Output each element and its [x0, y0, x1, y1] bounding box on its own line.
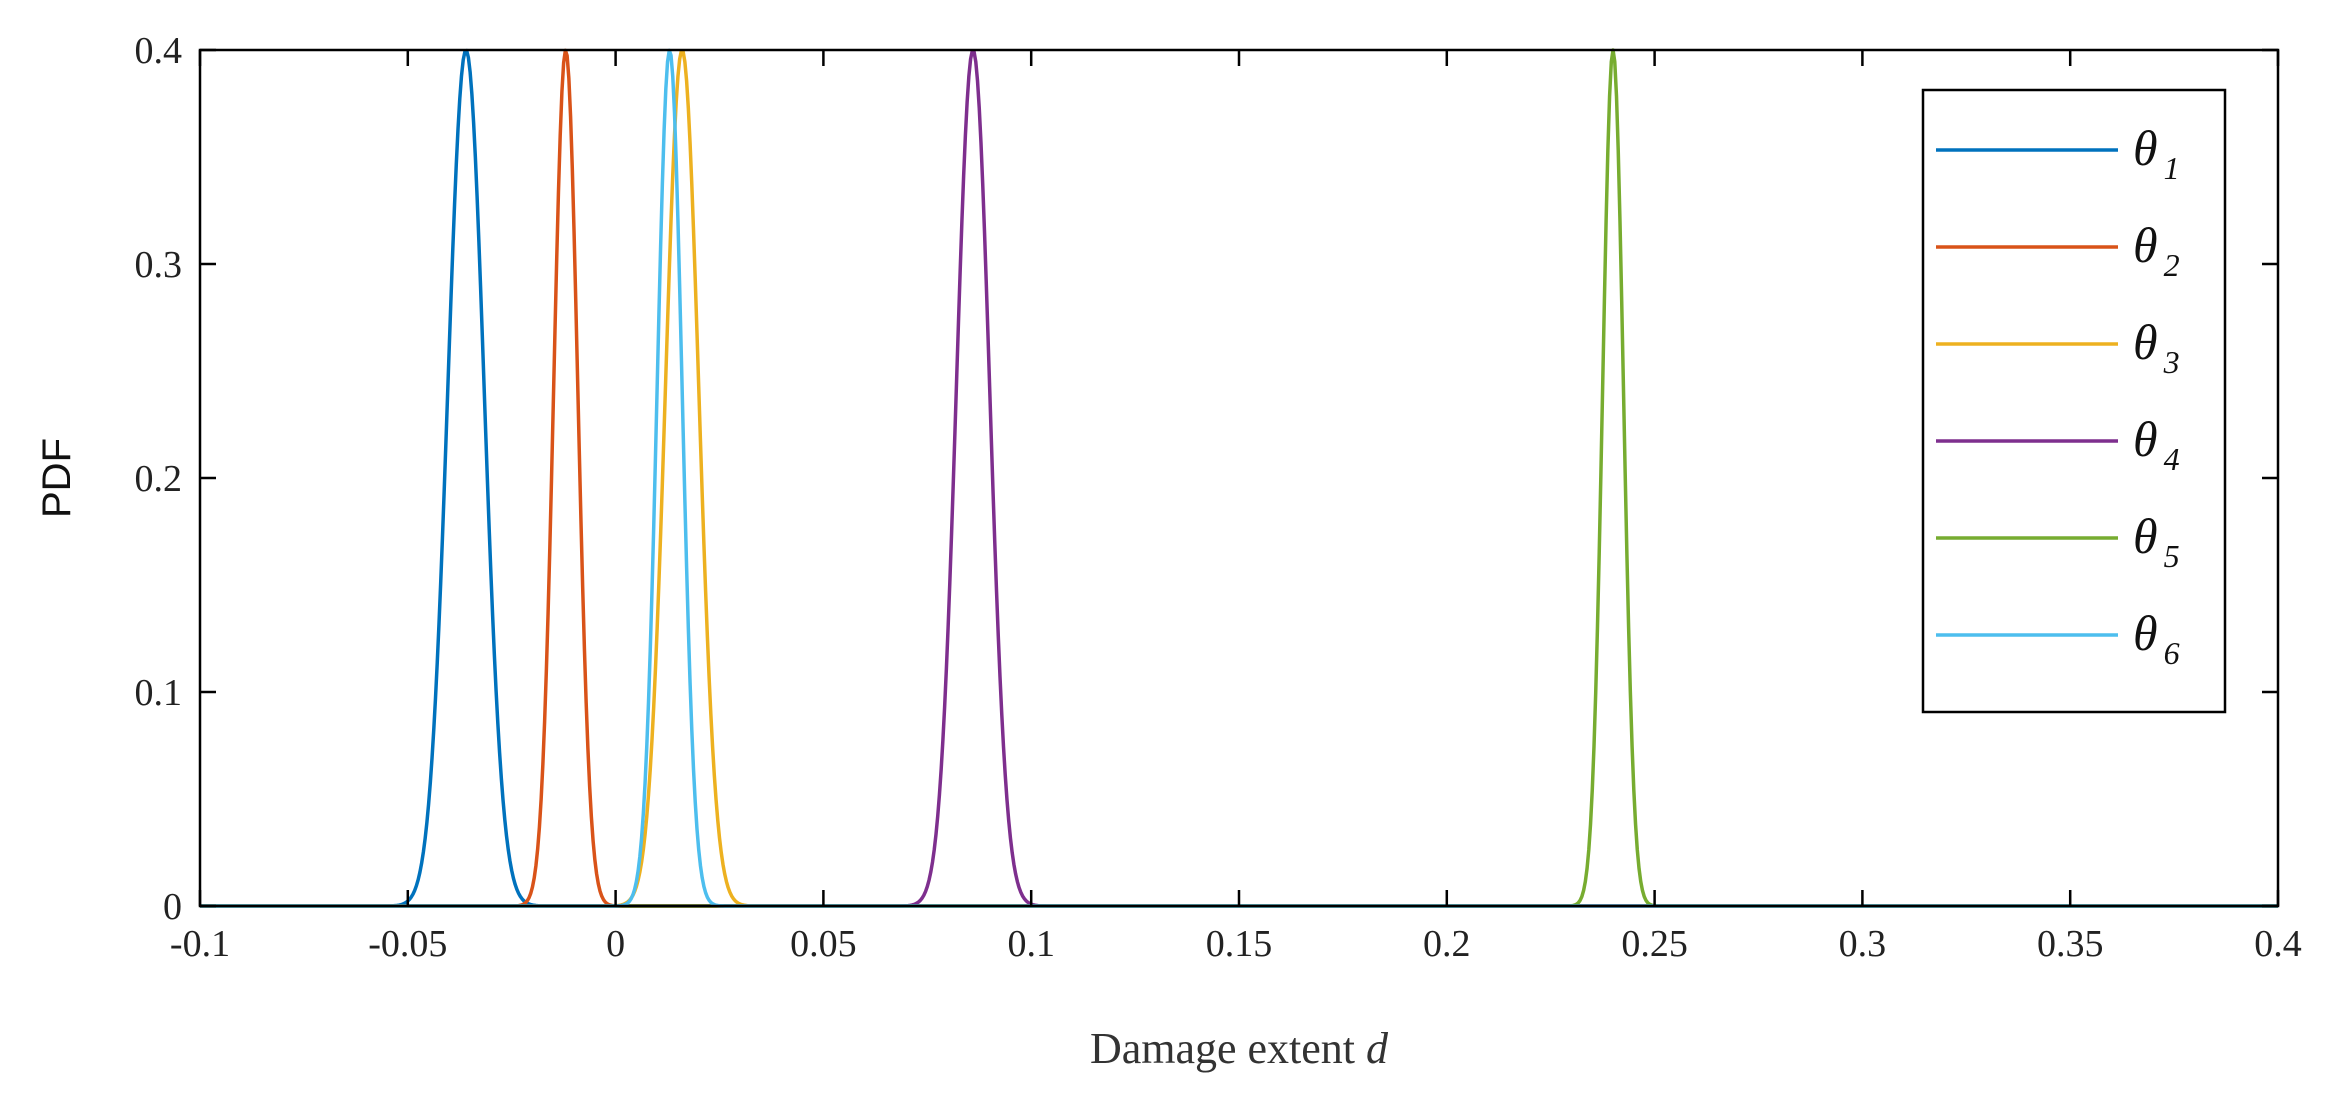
x-tick-label: -0.05 — [368, 923, 447, 965]
x-tick-label: 0.35 — [2037, 923, 2104, 965]
ticks-layer — [198, 48, 2280, 908]
x-tick-label: 0.3 — [1839, 923, 1887, 965]
x-tick-label: 0.1 — [1007, 923, 1055, 965]
x-axis-label: Damage extent d — [1090, 1024, 1389, 1073]
x-tick-label: -0.1 — [170, 923, 230, 965]
x-tick-label: 0.25 — [1621, 923, 1688, 965]
x-tick-label: 0.05 — [790, 923, 857, 965]
x-tick-label: 0.4 — [2254, 923, 2302, 965]
y-tick-label: 0 — [163, 886, 182, 928]
y-tick-label: 0.2 — [135, 458, 183, 500]
legend: θ 1 θ 2 θ 3 θ 4 θ 5 θ 6 — [1921, 88, 2227, 714]
y-tick-label: 0.1 — [135, 672, 183, 714]
x-tick-label: 0 — [606, 923, 625, 965]
x-tick-labels: -0.1 -0.05 0 0.05 0.1 0.15 0.2 0.25 0.3 0.35 0.4 — [170, 923, 2302, 965]
legend-box — [1921, 88, 2227, 714]
legend-items: θ 1 θ 2 θ 3 θ 4 θ 5 θ 6 — [1936, 120, 2180, 671]
y-axis-label: PDF — [35, 438, 79, 518]
y-tick-labels: 0 0.1 0.2 0.3 0.4 — [135, 30, 183, 928]
x-tick-label: 0.15 — [1206, 923, 1273, 965]
y-tick-label: 0.4 — [135, 30, 183, 72]
y-tick-label: 0.3 — [135, 244, 183, 286]
x-tick-label: 0.2 — [1423, 923, 1471, 965]
